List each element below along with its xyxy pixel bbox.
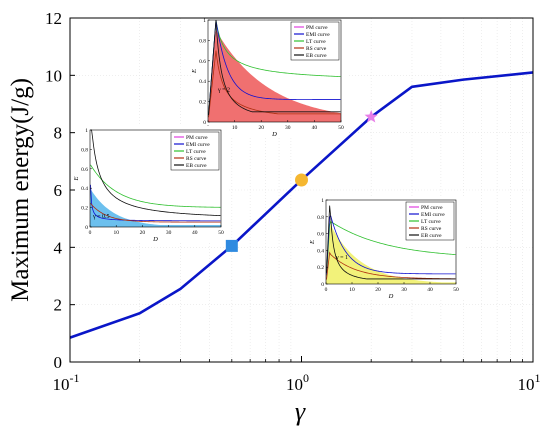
inset-annotation: γ = 1: [335, 255, 348, 261]
inset-y-tick-label: 0.6: [199, 59, 206, 65]
inset-x-tick-label: 40: [427, 287, 433, 293]
inset-legend-label: EMI curve: [306, 32, 330, 38]
x-tick-label: 100: [286, 371, 309, 394]
inset-x-tick-label: 20: [375, 287, 381, 293]
y-tick-label: 0: [54, 353, 63, 372]
y-tick-label: 12: [45, 9, 62, 28]
x-tick-label: 10-1: [53, 371, 80, 394]
inset-rs-curve: [326, 251, 456, 280]
inset-y-tick-label: 0.6: [317, 232, 324, 238]
inset-y-tick-label: 0: [203, 120, 206, 126]
inset-x-tick-label: 10: [232, 125, 238, 131]
inset-x-tick-label: 10: [349, 287, 355, 293]
inset-x-tick-label: 20: [258, 125, 264, 131]
inset-emi-curve: [326, 214, 456, 275]
inset-x-tick-label: 30: [285, 125, 291, 131]
inset-bottom-right: 0 10 20 30 40 50 0 0.2 0.4 0.6 0.8 1 D Eγ = 1 PM curve…: [309, 196, 464, 300]
y-tick-label: 2: [54, 296, 63, 315]
inset-x-tick-label: 40: [312, 125, 318, 131]
inset-legend-label: EMI curve: [421, 212, 445, 218]
inset-axes-box: [207, 19, 342, 123]
inset-fill-area: [326, 223, 456, 284]
main-series-layer: [69, 71, 534, 339]
inset-axes-box: [89, 129, 222, 228]
inset-x-axis-title: D: [152, 236, 158, 243]
inset-eb-curve: [326, 205, 456, 280]
inset-y-tick-label: 0.8: [317, 215, 324, 221]
inset-x-axis-title: D: [271, 131, 277, 138]
inset-y-tick-label: 0.8: [199, 38, 206, 44]
inset-legend-label: RS curve: [421, 226, 442, 232]
inset-legend-label: PM curve: [306, 25, 328, 31]
inset-legend-label: LT curve: [306, 39, 326, 45]
y-tick-label: 6: [54, 181, 63, 200]
inset-y-tick-label: 0.2: [81, 206, 88, 212]
inset-y-tick-label: 1: [203, 18, 206, 24]
y-tick-label: 10: [45, 66, 62, 85]
inset-x-tick-label: 30: [166, 230, 172, 236]
inset-emi-curve: [208, 19, 341, 116]
inset-legend-label: LT curve: [421, 219, 441, 225]
inset-eb-curve: [90, 129, 221, 217]
inset-emi-curve: [90, 184, 221, 222]
inset-x-tick-label: 40: [192, 230, 198, 236]
inset-legend-label: EB curve: [421, 233, 442, 239]
inset-legend-label: PM curve: [421, 205, 443, 211]
inset-y-axis-title: E: [191, 69, 198, 74]
inset-x-tick-label: 50: [338, 125, 344, 131]
inset-lt-curve: [326, 220, 456, 276]
inset-annotation: γ = 2: [217, 87, 230, 93]
gamma-marker-square: [225, 239, 238, 252]
inset-lt-curve: [208, 19, 341, 116]
inset-y-tick-label: 0.2: [199, 100, 206, 106]
inset-legend-label: EB curve: [306, 53, 327, 59]
x-axis-title: γ: [295, 397, 306, 426]
inset-eb-curve: [208, 19, 341, 116]
inset-legend-label: RS curve: [306, 46, 327, 52]
inset-y-axis-title: E: [73, 176, 80, 181]
inset-middle-left: 0 10 20 30 40 50 0 0.2 0.4 0.6 0.8 1 D Eγ = 0.5 PM cur…: [73, 126, 229, 243]
inset-fill-area: [208, 30, 341, 123]
inset-legend-label: EMI curve: [186, 142, 210, 148]
inset-x-tick-label: 30: [401, 287, 407, 293]
inset-legend-label: RS curve: [186, 156, 207, 162]
inset-y-tick-label: 1: [85, 128, 88, 134]
inset-x-tick-label: 0: [325, 287, 328, 293]
y-axis-title: Maximum energy(J/g): [7, 78, 34, 302]
inset-annotation: γ = 0.5: [92, 214, 110, 220]
inset-rs-curve: [90, 203, 221, 223]
gamma-marker-star: [364, 109, 378, 123]
inset-legend-label: EB curve: [186, 163, 207, 169]
y-tick-label: 8: [54, 124, 63, 143]
inset-y-tick-label: 0: [321, 282, 324, 288]
inset-axes-box: [325, 199, 457, 285]
inset-y-tick-label: 0.4: [317, 248, 324, 254]
inset-y-tick-label: 0.4: [199, 79, 206, 85]
inset-legend-label: LT curve: [186, 149, 206, 155]
inset-x-tick-label: 50: [218, 230, 224, 236]
inset-y-tick-label: 0: [85, 225, 88, 231]
inset-lt-curve: [90, 164, 221, 208]
x-tick-label: 101: [518, 371, 541, 394]
inset-x-axis-title: D: [388, 293, 394, 300]
inset-x-tick-label: 10: [113, 230, 119, 236]
inset-y-tick-label: 0.4: [81, 186, 88, 192]
inset-y-axis-title: E: [309, 240, 316, 245]
inset-x-tick-label: 0: [89, 230, 92, 236]
inset-y-tick-label: 0.6: [81, 167, 88, 173]
gamma-marker-circle: [295, 173, 308, 187]
inset-y-tick-label: 0.8: [81, 147, 88, 153]
inset-y-tick-label: 1: [321, 198, 324, 204]
inset-x-tick-label: 50: [453, 287, 459, 293]
inset-legend-label: PM curve: [186, 135, 208, 141]
inset-x-tick-label: 20: [140, 230, 146, 236]
inset-fill-area: [90, 188, 221, 227]
y-tick-label: 4: [54, 238, 63, 257]
inset-y-tick-label: 0.2: [317, 265, 324, 271]
